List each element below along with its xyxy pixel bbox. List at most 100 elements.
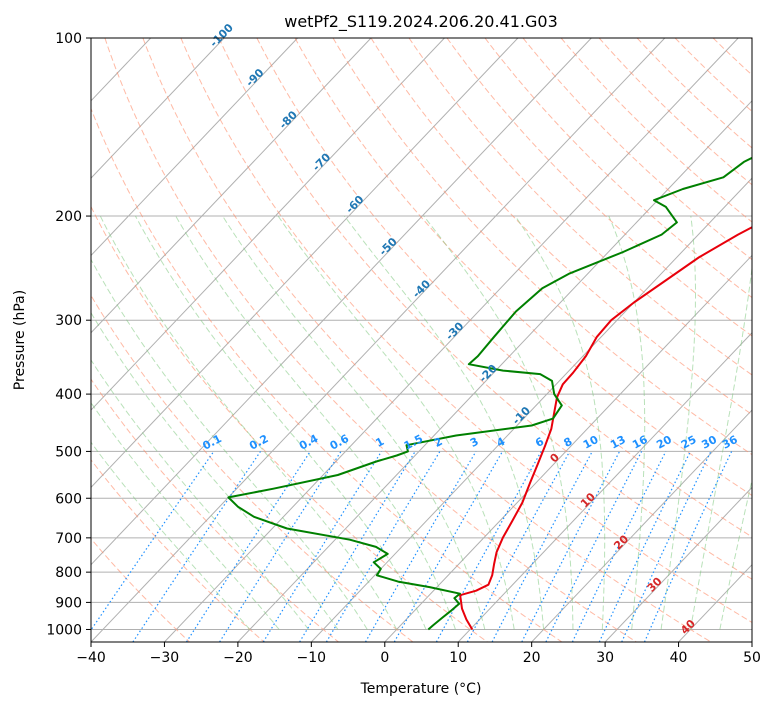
mixing-ratio-line [185,451,311,642]
x-tick-label: 40 [670,650,688,666]
mixing-ratio-label: 30 [699,433,719,452]
y-tick-label: 800 [55,565,82,581]
dry-adiabat-line [750,38,752,40]
x-tick-label: −20 [223,650,253,666]
dry-adiabat-line [91,294,414,642]
mixing-ratio-label: 13 [608,433,628,452]
dry-adiabat-line [332,38,752,456]
mixing-ratio-line [325,451,441,642]
mixing-ratio-label: 36 [720,433,740,452]
mixing-ratio-line [466,451,571,642]
dewpoint-profile [227,156,752,631]
moist-adiabat-line [91,441,251,630]
mixing-ratio-line [435,451,542,642]
x-axis-label: Temperature (°C) [360,681,482,697]
moist-adiabat-line [719,477,752,630]
temperature-profile [459,226,752,631]
mixing-ratio-line [91,451,215,632]
mixing-ratio-label: 16 [630,433,650,452]
y-tick-label: 900 [55,595,82,611]
isotherm-line [310,177,752,642]
x-tick-label: −40 [76,650,106,666]
y-tick-label: 300 [55,313,82,329]
mixing-ratio-label: 20 [654,433,674,452]
y-tick-label: 200 [55,209,82,225]
isotherm-line [384,254,752,642]
moist-adiabat-line [99,215,398,630]
moist-adiabat-line [660,215,696,630]
moist-adiabat-line [277,215,515,630]
axes: −40 −30 −20 −10 0 10 20 30 40 50 100 200 300 400 500 60… [46,31,761,666]
dry-adiabat-line [104,38,637,642]
mixing-ratio-line [219,451,342,642]
y-axis-label: Pressure (hPa) [12,290,28,390]
isotherm-line [91,38,592,566]
dry-adiabat-line [91,205,488,642]
dry-adiabat-line [636,38,752,149]
background-lines [0,38,752,642]
x-tick-label: 10 [449,650,467,666]
plot-area [91,38,752,642]
isotherm-line [164,38,739,642]
dry-adiabat-line [294,38,752,497]
isotherm-line [91,38,666,642]
chart-title: wetPf2_S119.2024.206.20.41.G03 [284,12,558,32]
mixing-ratio-label: 10 [581,433,601,452]
x-tick-label: −30 [150,650,180,666]
plot-background [91,38,752,642]
x-tick-label: 20 [523,650,541,666]
moist-adiabat-line [690,263,752,630]
isotherm-line [91,38,445,411]
dry-adiabat-line [560,38,752,223]
sounding-profiles [227,156,752,631]
y-tick-label: 600 [55,491,82,507]
dry-adiabat-line [91,107,563,642]
mixing-ratio-line [132,451,261,642]
y-tick-label: 500 [55,444,82,460]
isotherm-line [0,38,4,642]
x-tick-label: 0 [380,650,389,666]
mixing-ratio-label: 25 [679,433,699,452]
moist-adiabat-line [91,401,280,630]
isotherm-line [604,486,752,642]
isotherm-line [91,38,519,489]
mixing-ratio-line [521,451,621,642]
moist-adiabat-line [91,258,368,630]
dry-adiabat-line [142,38,712,642]
dry-adiabat-line [91,459,265,642]
y-tick-label: 100 [55,31,82,47]
y-tick-label: 700 [55,531,82,547]
x-tick-label: −10 [297,650,327,666]
plot-frame [90,37,753,643]
moist-adiabat-line [222,215,486,630]
moist-adiabat-line [91,311,339,630]
isotherm-line [91,38,298,257]
moist-adiabat-line [175,215,456,630]
x-tick-label: 30 [596,650,614,666]
dry-adiabat-line [522,38,752,261]
mixing-ratio-line [621,451,712,642]
moist-adiabat-line [344,215,545,630]
mixing-ratio-line [393,451,504,642]
moist-adiabat-line [423,215,574,630]
y-tick-label: 1000 [46,622,82,638]
dry-adiabat-line [446,38,752,337]
dry-adiabat-line [408,38,752,376]
moist-adiabat-line [608,215,646,630]
moist-adiabat-line [514,215,606,630]
isotherm-line [91,38,225,179]
isotherm-line [457,332,752,642]
dry-adiabat-line [180,38,752,624]
isotherm-line [751,641,752,642]
isotherm-line [91,38,372,334]
moist-adiabat-line [91,359,309,630]
mixing-ratio-line [643,451,733,642]
y-tick-label: 400 [55,387,82,403]
moist-adiabat-line [134,215,427,630]
isotherm-line [531,409,752,642]
mixing-ratio-line [571,451,667,642]
mixing-ratio-line [364,451,477,642]
isotherm-line [237,100,752,642]
x-tick-label: 50 [743,650,761,666]
